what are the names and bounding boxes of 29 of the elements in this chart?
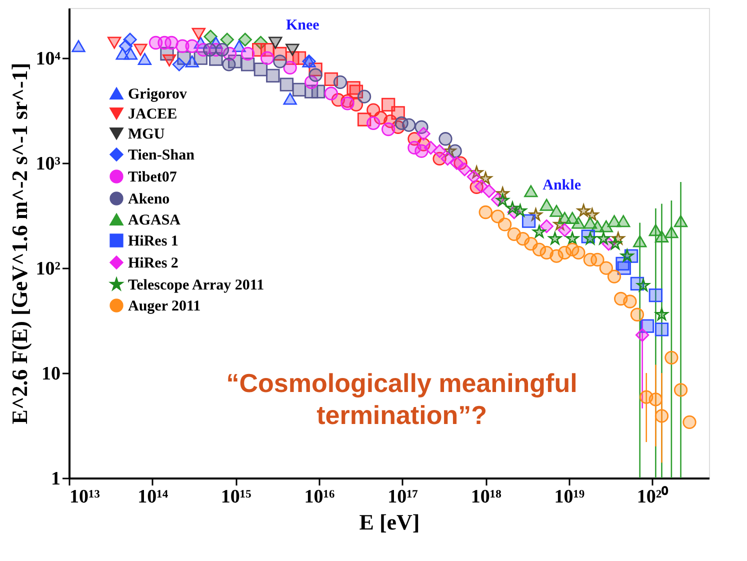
legend-label: JACEE <box>128 106 178 122</box>
x-tick-label: 10¹⁵ <box>220 486 252 508</box>
x-tick-label: 10²⁰ <box>636 486 669 508</box>
legend-label: AGASA <box>128 212 181 228</box>
y-tick-label: 10³ <box>36 154 61 175</box>
y-tick-label: 10 <box>42 364 60 385</box>
y-tick-label: 1 <box>51 468 60 490</box>
legend-label: Tien-Shan <box>128 148 196 164</box>
annotation: Knee <box>286 17 320 34</box>
y-axis-title: E^2.6 F(E) [GeV^1.6 m^-2 s^-1 sr^-1] <box>6 62 32 424</box>
legend-label: Tibet07 <box>128 170 178 186</box>
legend-label: Telescope Array 2011 <box>128 278 264 294</box>
x-tick-label: 10¹⁶ <box>304 486 335 508</box>
legend-label: Akeno <box>128 192 170 208</box>
annotation: Ankle <box>542 177 582 194</box>
y-tick-label: 10⁴ <box>36 48 61 70</box>
annotation: “Cosmologically meaningful termination”? <box>226 368 578 430</box>
legend-label: MGU <box>128 126 165 142</box>
x-axis-title: E [eV] <box>359 510 420 534</box>
legend-label: HiRes 1 <box>128 234 178 250</box>
x-tick-label: 10¹⁴ <box>138 486 168 508</box>
x-tick-label: 10¹⁸ <box>470 486 502 508</box>
y-tick-label: 10² <box>36 258 61 280</box>
x-tick-label: 10¹³ <box>70 486 100 508</box>
legend-label: Auger 2011 <box>128 298 201 314</box>
x-tick-label: 10¹⁹ <box>554 486 585 508</box>
legend-label: Grigorov <box>128 86 188 102</box>
x-tick-label: 10¹⁷ <box>388 486 418 508</box>
legend-label: HiRes 2 <box>128 256 178 272</box>
